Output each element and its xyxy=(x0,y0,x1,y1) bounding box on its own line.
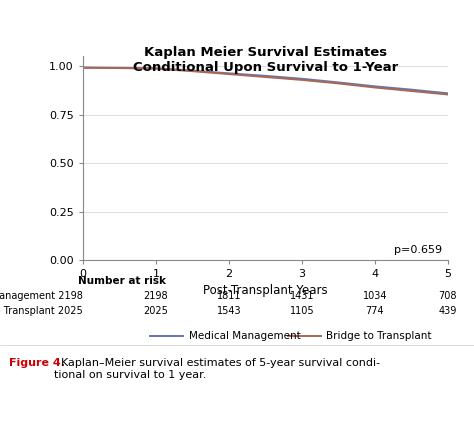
Text: Medical Management: Medical Management xyxy=(189,331,301,341)
X-axis label: Post-Transplant Years: Post-Transplant Years xyxy=(203,283,328,296)
Text: 708: 708 xyxy=(438,291,457,301)
Text: 1543: 1543 xyxy=(217,306,241,316)
Text: Bridge to Transplant 2025: Bridge to Transplant 2025 xyxy=(0,306,83,316)
Text: Kaplan Meier Survival Estimates
Conditional Upon Survival to 1-Year: Kaplan Meier Survival Estimates Conditio… xyxy=(133,46,398,74)
Text: Number at risk: Number at risk xyxy=(78,276,166,286)
Text: 1431: 1431 xyxy=(290,291,314,301)
Text: 1034: 1034 xyxy=(363,291,387,301)
Text: Kaplan–Meier survival estimates of 5-year survival condi-
tional on survival to : Kaplan–Meier survival estimates of 5-yea… xyxy=(54,358,380,380)
Text: 1105: 1105 xyxy=(290,306,314,316)
Text: 2025: 2025 xyxy=(144,306,168,316)
Text: 439: 439 xyxy=(439,306,457,316)
Text: Medical Management 2198: Medical Management 2198 xyxy=(0,291,83,301)
Text: Figure 4.: Figure 4. xyxy=(9,358,65,368)
Text: Bridge to Transplant: Bridge to Transplant xyxy=(327,331,432,341)
Text: p=0.659: p=0.659 xyxy=(394,245,442,255)
Text: 774: 774 xyxy=(365,306,384,316)
Text: 1811: 1811 xyxy=(217,291,241,301)
Text: 2198: 2198 xyxy=(144,291,168,301)
